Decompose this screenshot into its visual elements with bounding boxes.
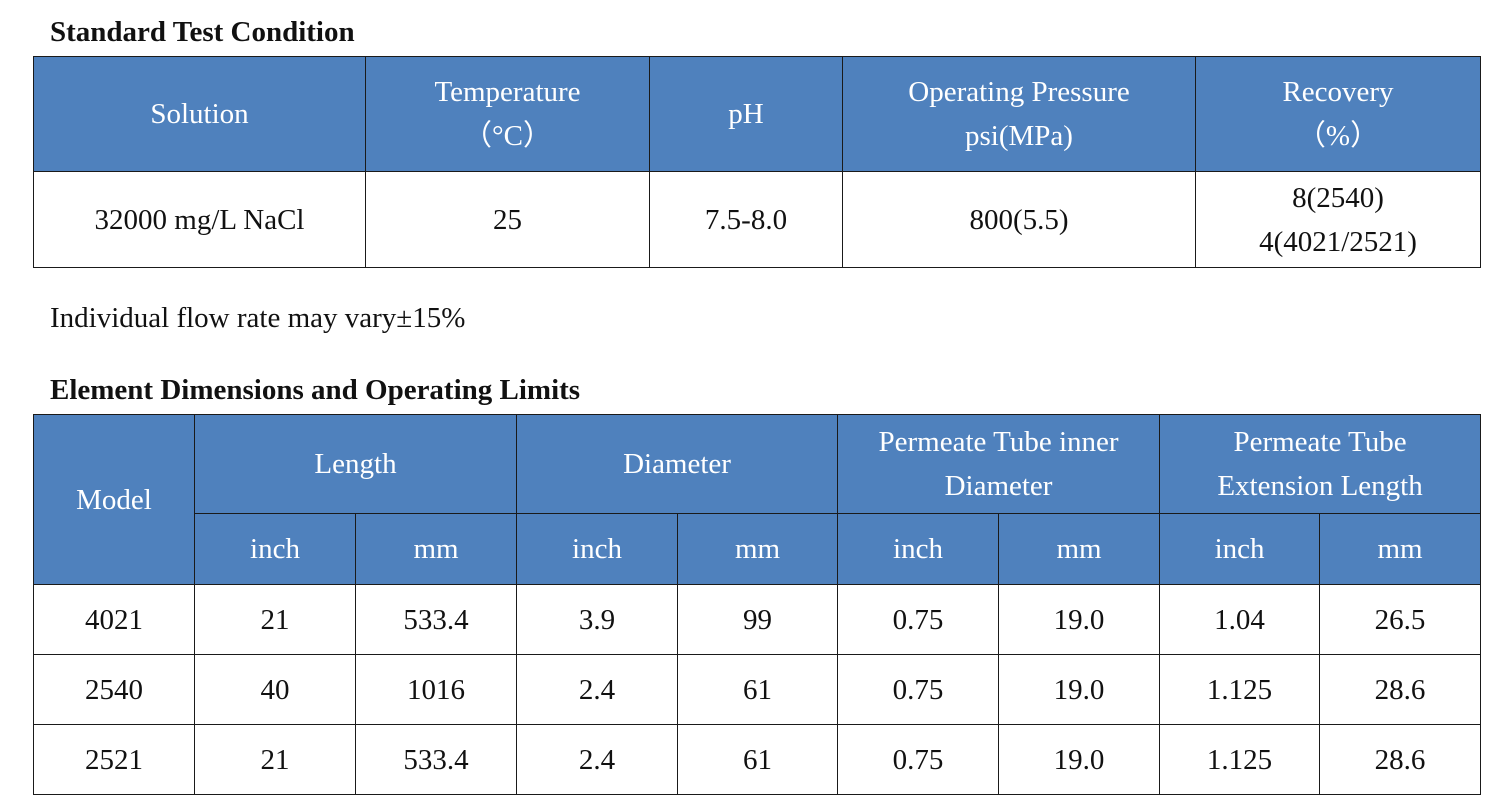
header-recovery: Recovery （%） bbox=[1195, 56, 1481, 172]
cell-length-mm: 533.4 bbox=[355, 724, 517, 795]
subheader-inch: inch bbox=[837, 513, 1000, 585]
subheader-inch: inch bbox=[194, 513, 356, 585]
header-tube-inner-diameter: Permeate Tube inner Diameter bbox=[837, 414, 1161, 514]
cell-tube-ext-inch: 1.125 bbox=[1159, 654, 1321, 725]
cell-diameter-inch: 2.4 bbox=[516, 724, 678, 795]
cell-length-mm: 1016 bbox=[355, 654, 517, 725]
header-recovery-unit: （%） bbox=[1296, 120, 1380, 152]
header-tube-ext-line: Extension Length bbox=[1217, 470, 1423, 502]
cell-pressure: 800(5.5) bbox=[842, 171, 1196, 268]
cell-recovery-line: 4(4021/2521) bbox=[1259, 225, 1417, 258]
cell-tube-inner-mm: 19.0 bbox=[998, 654, 1161, 725]
cell-model: 2540 bbox=[33, 654, 195, 725]
cell-tube-ext-inch: 1.125 bbox=[1159, 724, 1321, 795]
cell-model: 4021 bbox=[33, 584, 195, 655]
cell-recovery: 8(2540) 4(4021/2521) bbox=[1195, 171, 1481, 268]
header-pressure-unit: psi(MPa) bbox=[965, 120, 1073, 152]
cell-recovery-line: 8(2540) bbox=[1292, 181, 1384, 214]
subheader-inch: inch bbox=[516, 513, 678, 585]
table-row: 2521 21 533.4 2.4 61 0.75 19.0 1.125 28.… bbox=[33, 724, 1482, 795]
table-row: 2540 40 1016 2.4 61 0.75 19.0 1.125 28.6 bbox=[33, 654, 1482, 725]
header-diameter: Diameter bbox=[515, 414, 839, 514]
header-length: Length bbox=[194, 414, 517, 514]
table-subheader-row: inch mm inch mm inch mm inch mm bbox=[34, 513, 1482, 585]
cell-tube-ext-mm: 28.6 bbox=[1319, 724, 1482, 795]
cell-model: 2521 bbox=[33, 724, 195, 795]
table-row: 32000 mg/L NaCl 25 7.5-8.0 800(5.5) 8(25… bbox=[33, 171, 1481, 268]
cell-tube-ext-mm: 26.5 bbox=[1319, 584, 1482, 655]
header-ph: pH bbox=[649, 56, 843, 172]
subheader-mm: mm bbox=[1319, 513, 1482, 585]
element-dimensions-table: Model Length Diameter Permeate Tube inne… bbox=[33, 414, 1482, 795]
header-temperature: Temperature （°C） bbox=[365, 56, 650, 172]
cell-tube-inner-inch: 0.75 bbox=[837, 724, 1000, 795]
header-tube-inner-line: Diameter bbox=[944, 470, 1053, 502]
flow-rate-note: Individual flow rate may vary±15% bbox=[50, 302, 466, 334]
cell-diameter-mm: 61 bbox=[676, 654, 839, 725]
cell-tube-inner-mm: 19.0 bbox=[998, 724, 1161, 795]
header-solution: Solution bbox=[33, 56, 366, 172]
cell-tube-ext-inch: 1.04 bbox=[1159, 584, 1321, 655]
cell-tube-inner-inch: 0.75 bbox=[837, 584, 1000, 655]
cell-diameter-mm: 61 bbox=[676, 724, 839, 795]
header-tube-inner-line: Permeate Tube inner bbox=[878, 426, 1119, 458]
table-row: 4021 21 533.4 3.9 99 0.75 19.0 1.04 26.5 bbox=[33, 584, 1482, 655]
cell-length-inch: 40 bbox=[194, 654, 356, 725]
cell-tube-inner-mm: 19.0 bbox=[998, 584, 1161, 655]
header-temperature-unit: （°C） bbox=[463, 120, 552, 152]
header-pressure: Operating Pressure psi(MPa) bbox=[842, 56, 1196, 172]
header-pressure-label: Operating Pressure bbox=[908, 76, 1130, 108]
cell-length-inch: 21 bbox=[194, 584, 356, 655]
header-model: Model bbox=[33, 414, 195, 585]
cell-diameter-inch: 3.9 bbox=[516, 584, 678, 655]
cell-diameter-mm: 99 bbox=[676, 584, 839, 655]
cell-length-mm: 533.4 bbox=[355, 584, 517, 655]
cell-tube-inner-inch: 0.75 bbox=[837, 654, 1000, 725]
cell-ph: 7.5-8.0 bbox=[649, 171, 843, 268]
standard-test-condition-title: Standard Test Condition bbox=[50, 16, 355, 48]
cell-length-inch: 21 bbox=[194, 724, 356, 795]
cell-solution: 32000 mg/L NaCl bbox=[33, 171, 366, 268]
cell-diameter-inch: 2.4 bbox=[516, 654, 678, 725]
cell-temperature: 25 bbox=[365, 171, 650, 268]
subheader-mm: mm bbox=[998, 513, 1161, 585]
header-recovery-label: Recovery bbox=[1282, 76, 1394, 108]
subheader-inch: inch bbox=[1159, 513, 1321, 585]
cell-tube-ext-mm: 28.6 bbox=[1319, 654, 1482, 725]
subheader-mm: mm bbox=[355, 513, 517, 585]
header-temperature-label: Temperature bbox=[434, 76, 581, 108]
header-tube-extension-length: Permeate Tube Extension Length bbox=[1159, 414, 1482, 514]
header-tube-ext-line: Permeate Tube bbox=[1233, 426, 1407, 458]
table-header-row: Model Length Diameter Permeate Tube inne… bbox=[33, 414, 1482, 585]
standard-test-condition-table: Solution Temperature （°C） pH Operating P… bbox=[33, 56, 1481, 268]
table-header-row: Solution Temperature （°C） pH Operating P… bbox=[33, 56, 1481, 172]
element-dimensions-title: Element Dimensions and Operating Limits bbox=[50, 374, 581, 406]
subheader-mm: mm bbox=[676, 513, 839, 585]
